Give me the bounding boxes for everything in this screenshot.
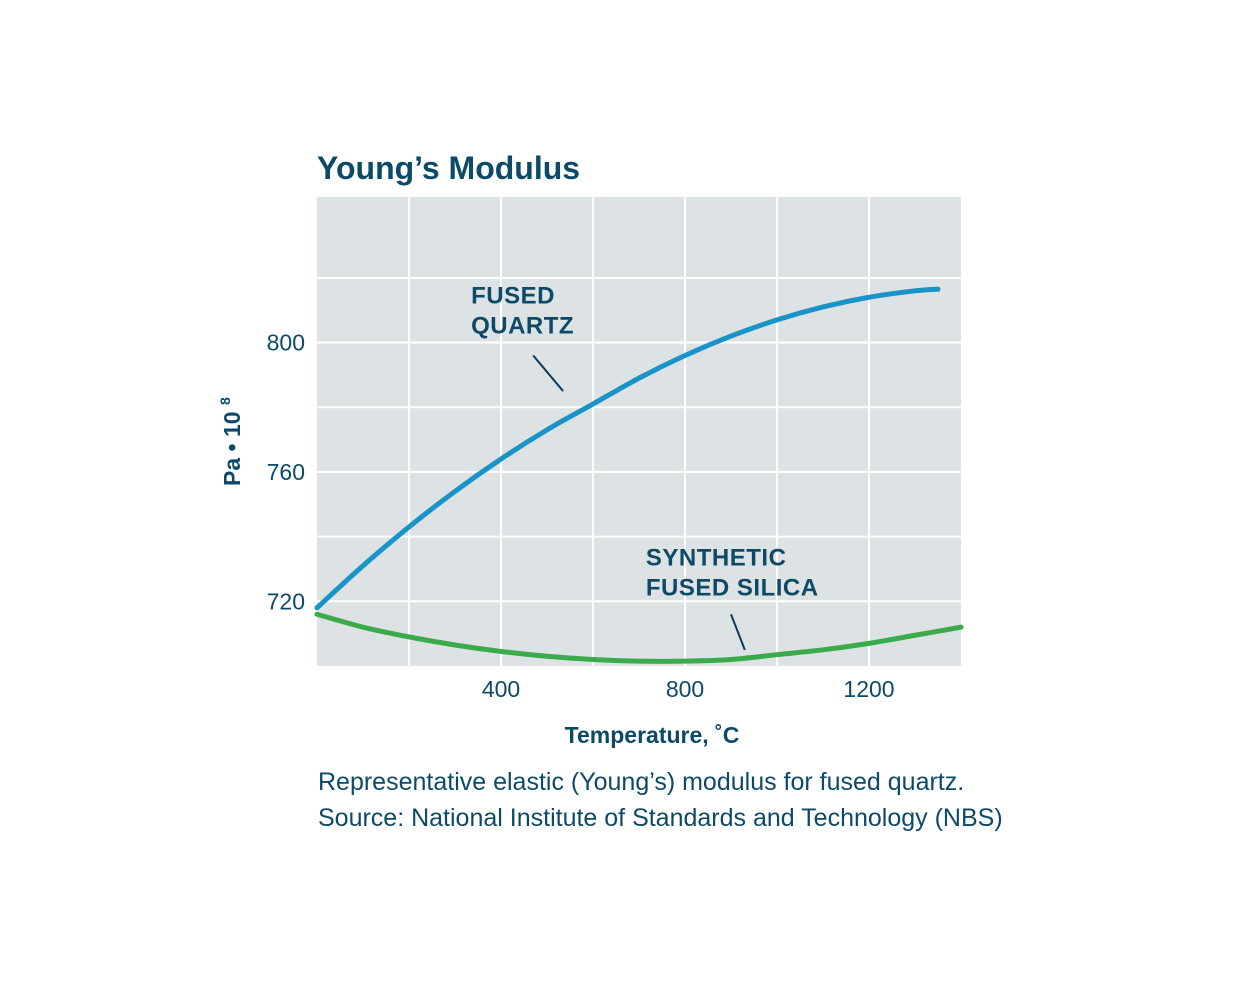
- series-label-fused-quartz-line-1: FUSED: [471, 283, 555, 310]
- y-axis-label-exponent: 8: [217, 397, 233, 405]
- grid-lines: [317, 197, 961, 666]
- series-annotations: FUSED QUARTZ SYNTHETIC FUSED SILICA: [471, 283, 819, 651]
- caption-line-2: Source: National Institute of Standards …: [318, 804, 1003, 832]
- x-tick-label-1200: 1200: [843, 676, 894, 702]
- series-label-fused-quartz-line-2: QUARTZ: [471, 313, 574, 340]
- chart-title: Young’s Modulus: [317, 150, 580, 186]
- caption-line-1: Representative elastic (Young’s) modulus…: [318, 768, 965, 796]
- x-tick-label-800: 800: [666, 676, 704, 702]
- tick-labels: 400 800 1200 800 760 720: [267, 330, 895, 702]
- series-line-fused-quartz: [314, 286, 941, 611]
- x-axis-label: Temperature, ˚C: [565, 722, 740, 748]
- y-tick-label-720: 720: [267, 588, 305, 614]
- y-tick-label-760: 760: [267, 459, 305, 485]
- plot-background: [317, 197, 961, 666]
- y-axis-label: Pa • 10 8: [217, 397, 245, 486]
- series-label-synthetic-fused-silica-line-2: FUSED SILICA: [646, 575, 819, 602]
- series-line-synthetic-fused-silica: [314, 611, 964, 664]
- series-label-synthetic-fused-silica-line-1: SYNTHETIC: [646, 545, 787, 572]
- x-tick-label-400: 400: [482, 676, 520, 702]
- series-lines: [314, 286, 964, 664]
- leader-line-fused-quartz: [532, 354, 564, 392]
- y-axis-label-main: Pa • 10: [219, 411, 245, 486]
- leader-line-synthetic-fused-silica: [730, 613, 746, 651]
- y-tick-label-800: 800: [267, 330, 305, 356]
